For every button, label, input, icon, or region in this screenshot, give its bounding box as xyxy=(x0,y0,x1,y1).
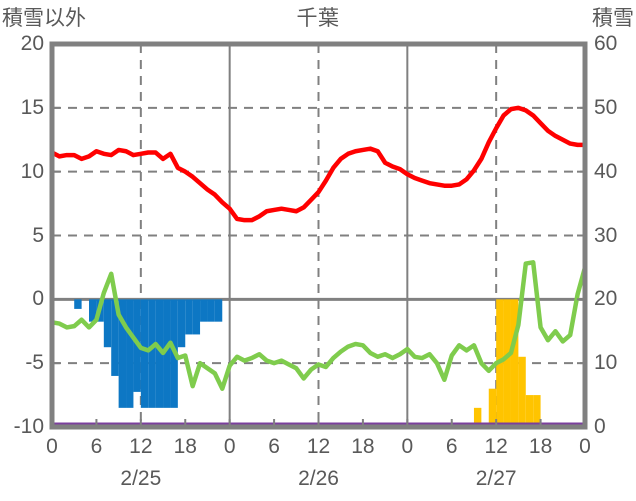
bar-降雪量 xyxy=(488,388,497,427)
bar-降水量 xyxy=(207,299,215,322)
bar-降雪量 xyxy=(518,356,526,427)
x-tick-label: 12 xyxy=(484,435,508,458)
bar-降水量 xyxy=(126,299,134,408)
left-axis-caption: 積雪以外 xyxy=(2,7,86,30)
bar-降水量 xyxy=(185,299,193,335)
series-line-風速 xyxy=(49,260,588,391)
x-tick-label: 12 xyxy=(306,435,331,458)
y-tick-label-left: 15 xyxy=(20,95,44,119)
bar-降水量 xyxy=(177,299,186,348)
bar-降水量 xyxy=(140,299,149,408)
y-tick-label-left: -10 xyxy=(13,415,44,438)
series-line-気温 xyxy=(49,105,588,223)
y-tick-label-right: 20 xyxy=(594,287,618,311)
chart-title: 千葉 xyxy=(296,7,340,30)
x-tick-label: 6 xyxy=(90,435,103,458)
y-tick-label-left: 10 xyxy=(20,159,44,183)
bar-降水量 xyxy=(148,299,156,408)
bar-降水量 xyxy=(163,299,171,408)
date-label: 2/25 xyxy=(120,467,162,490)
x-tick-label: 18 xyxy=(173,435,197,458)
bar-降雪量 xyxy=(503,299,511,427)
date-label: 2/27 xyxy=(475,467,517,490)
y-tick-label-left: 20 xyxy=(20,32,44,55)
x-tick-label: 0 xyxy=(401,435,414,458)
y-tick-label-right: 40 xyxy=(594,159,618,183)
y-tick-label-right: 10 xyxy=(594,351,618,375)
bar-降水量 xyxy=(89,299,97,322)
y-tick-label-right: 60 xyxy=(594,32,618,55)
x-tick-label: 0 xyxy=(46,435,58,458)
y-tick-label-right: 50 xyxy=(594,95,618,119)
x-tick-label: 6 xyxy=(268,435,280,458)
bar-降水量 xyxy=(103,299,112,348)
bar-降雪量 xyxy=(473,407,482,427)
y-tick-label-left: 0 xyxy=(32,287,44,311)
bar-降水量 xyxy=(111,299,119,376)
bar-降水量 xyxy=(155,299,164,408)
bar-降水量 xyxy=(214,299,223,322)
bar-降水量 xyxy=(192,299,201,335)
x-tick-label: 0 xyxy=(223,435,236,458)
x-tick-label: 0 xyxy=(579,435,591,458)
x-tick-label: 18 xyxy=(528,435,553,458)
right-axis-caption: 積雪 xyxy=(592,7,634,30)
x-tick-label: 12 xyxy=(129,435,153,458)
y-tick-label-left: 5 xyxy=(32,223,44,247)
bar-降水量 xyxy=(200,299,208,322)
x-tick-label: 18 xyxy=(351,435,375,458)
bar-降水量 xyxy=(118,299,127,408)
bar-降雪量 xyxy=(510,299,519,427)
bar-降雪量 xyxy=(525,395,534,427)
y-tick-label-left: -5 xyxy=(25,351,44,375)
bar-降水量 xyxy=(74,299,82,309)
date-label: 2/26 xyxy=(298,467,339,490)
x-tick-label: 6 xyxy=(445,435,458,458)
y-tick-label-right: 30 xyxy=(594,223,618,247)
bar-降雪量 xyxy=(533,395,541,427)
y-tick-label-right: 0 xyxy=(594,415,606,438)
